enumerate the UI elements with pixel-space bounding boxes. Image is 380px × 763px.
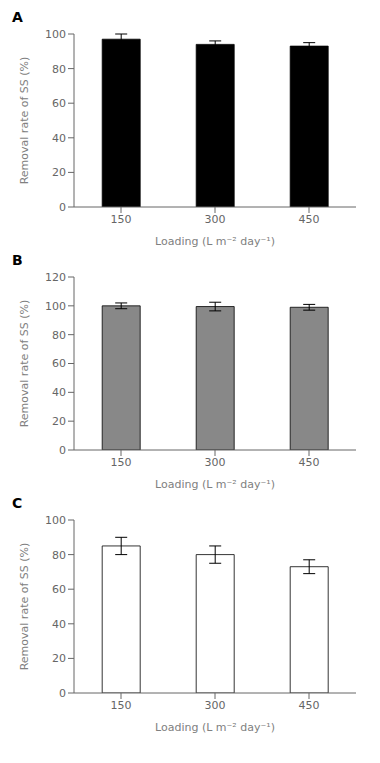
svg-text:100: 100 [45,28,66,41]
svg-text:300: 300 [205,699,226,712]
svg-text:40: 40 [52,386,66,399]
svg-text:100: 100 [45,300,66,313]
svg-text:300: 300 [205,456,226,469]
svg-text:120: 120 [45,271,66,284]
svg-text:450: 450 [299,456,320,469]
html-text:B: B [12,252,23,268]
svg-text:Removal rate of SS (%): Removal rate of SS (%) [18,543,31,671]
svg-text:20: 20 [52,652,66,665]
svg-text:20: 20 [52,415,66,428]
svg-text:0: 0 [59,687,66,700]
svg-text:100: 100 [45,514,66,527]
svg-text:40: 40 [52,618,66,631]
svg-text:Removal rate of SS (%): Removal rate of SS (%) [18,57,31,185]
html-text:A: A [12,9,23,25]
svg-text:Loading (L m⁻² day⁻¹): Loading (L m⁻² day⁻¹) [155,235,275,248]
svg-text:150: 150 [111,456,132,469]
svg-text:80: 80 [52,329,66,342]
svg-text:Loading (L m⁻² day⁻¹): Loading (L m⁻² day⁻¹) [155,721,275,734]
svg-text:80: 80 [52,549,66,562]
html-text:C: C [12,495,23,511]
svg-text:0: 0 [59,444,66,457]
svg-text:150: 150 [111,213,132,226]
svg-text:60: 60 [52,357,66,370]
svg-text:Removal rate of SS (%): Removal rate of SS (%) [18,300,31,428]
svg-text:60: 60 [52,97,66,110]
svg-text:20: 20 [52,166,66,179]
svg-text:150: 150 [111,699,132,712]
svg-text:0: 0 [59,201,66,214]
svg-text:60: 60 [52,583,66,596]
svg-text:300: 300 [205,213,226,226]
svg-text:40: 40 [52,132,66,145]
svg-text:Loading (L m⁻² day⁻¹): Loading (L m⁻² day⁻¹) [155,478,275,491]
svg-text:450: 450 [299,699,320,712]
svg-text:80: 80 [52,63,66,76]
svg-text:450: 450 [299,213,320,226]
